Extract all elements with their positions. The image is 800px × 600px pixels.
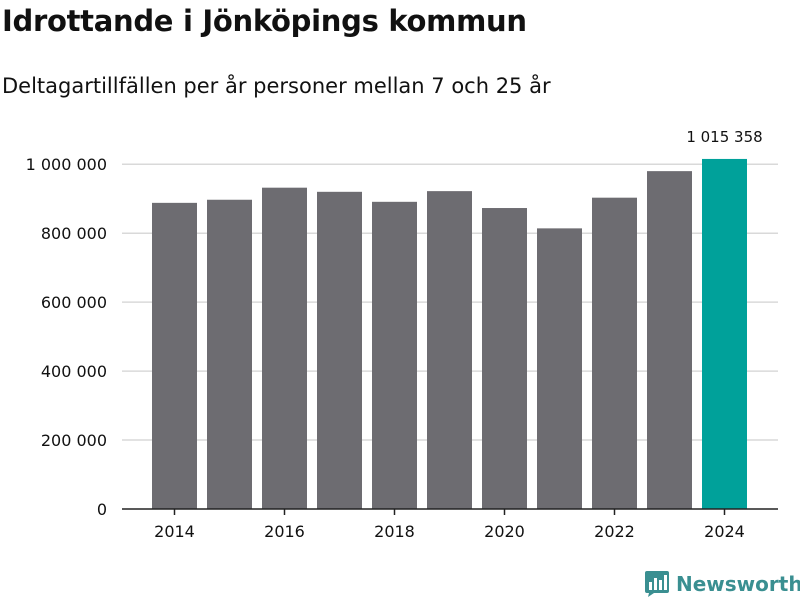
bar-2015 <box>207 199 252 509</box>
bar-2017 <box>317 191 362 510</box>
bar-2022 <box>592 197 637 509</box>
x-tick-label: 2022 <box>594 522 635 541</box>
bar-value-label: 1 015 358 <box>686 128 762 146</box>
y-tick-label: 400 000 <box>41 362 107 381</box>
bar-2014 <box>152 202 197 509</box>
bar-2021 <box>537 228 582 509</box>
bar-2023 <box>647 171 692 509</box>
x-tick-label: 2020 <box>484 522 525 541</box>
y-tick-label: 1 000 000 <box>26 155 107 174</box>
x-tick-label: 2018 <box>374 522 415 541</box>
brand-logo: Newsworthy <box>644 570 800 598</box>
newsworthy-logo-icon <box>645 571 669 597</box>
y-tick-label: 800 000 <box>41 224 107 243</box>
chart-title: Idrottande i Jönköpings kommun <box>2 4 527 38</box>
y-tick-label: 0 <box>97 500 107 519</box>
chart-subtitle: Deltagartillfällen per år personer mella… <box>2 74 551 98</box>
bar-2019 <box>427 191 472 509</box>
bar-2024 <box>702 158 747 509</box>
bar-2020 <box>482 208 527 509</box>
bar-2016 <box>262 187 307 510</box>
y-tick-label: 200 000 <box>41 431 107 450</box>
x-tick-label: 2016 <box>264 522 305 541</box>
y-tick-label: 600 000 <box>41 293 107 312</box>
bar-2018 <box>372 201 417 509</box>
x-tick-label: 2014 <box>154 522 195 541</box>
x-tick-label: 2024 <box>704 522 745 541</box>
brand-name: Newsworthy <box>676 572 800 596</box>
